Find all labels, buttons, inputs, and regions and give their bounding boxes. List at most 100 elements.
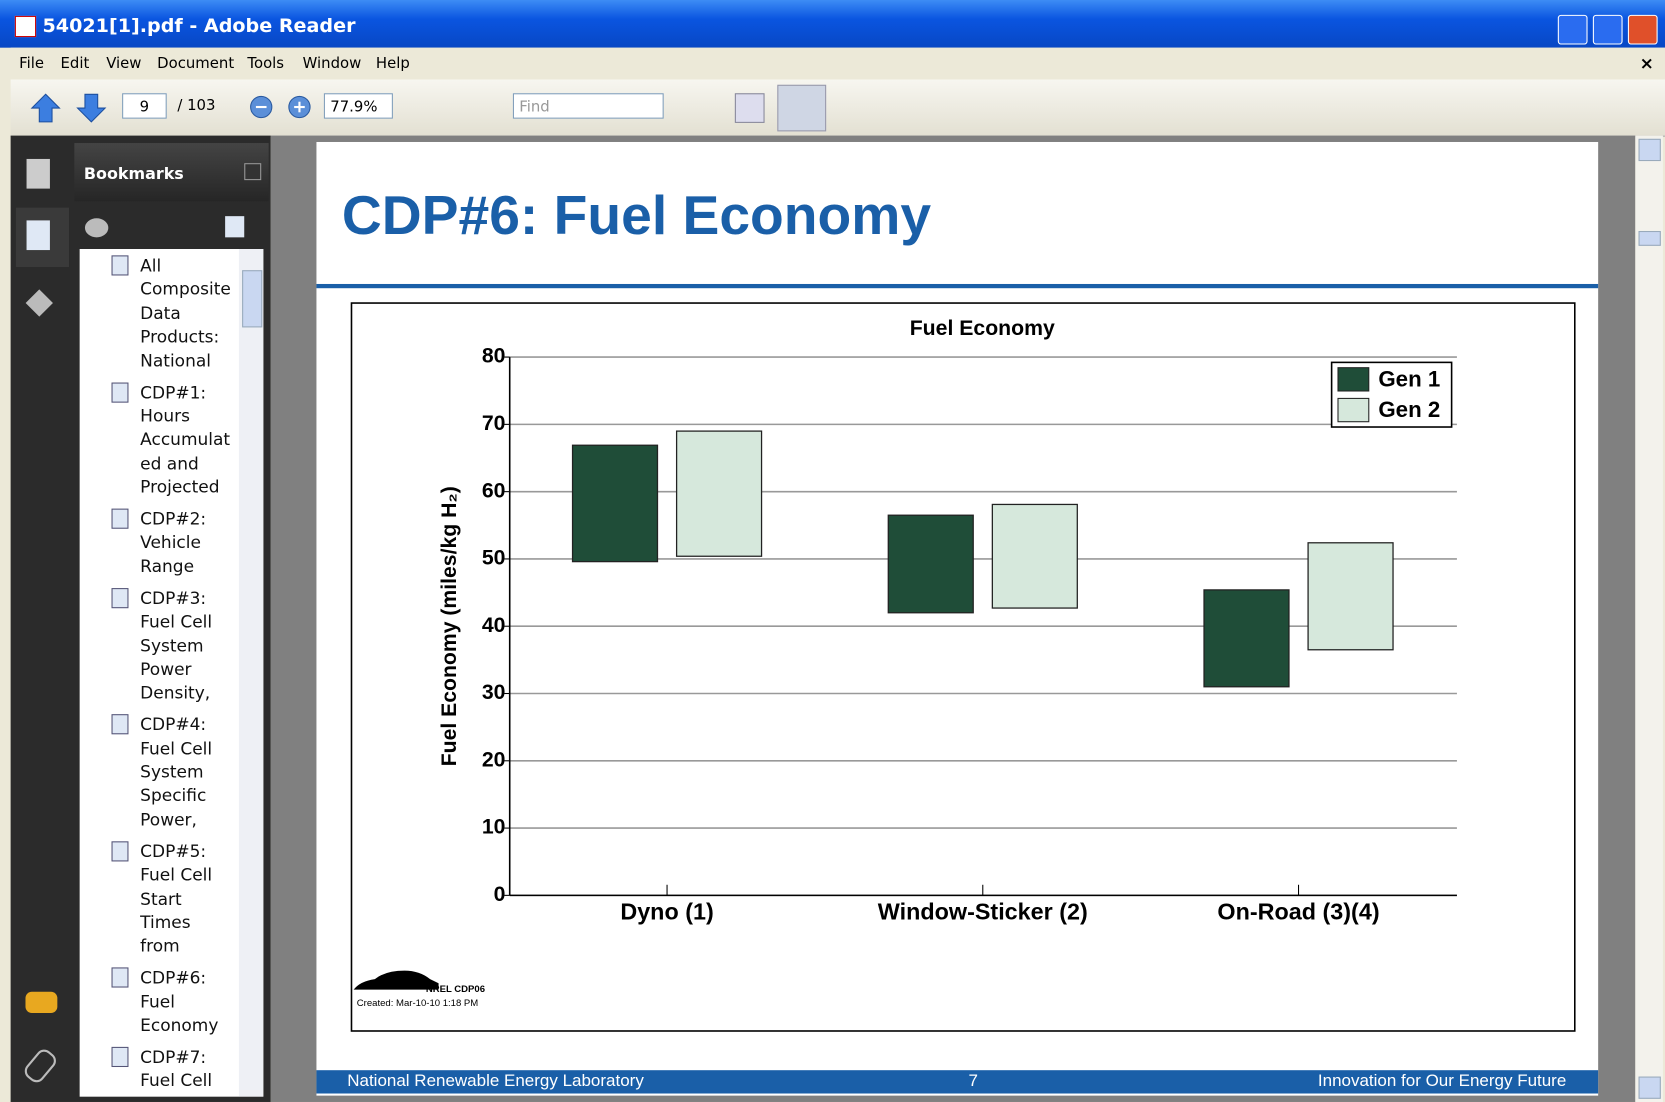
options-icon[interactable] [84, 218, 109, 238]
menu-item[interactable]: View [106, 55, 142, 73]
bookmark-icon[interactable] [111, 714, 129, 735]
scroll-thumb[interactable] [242, 270, 263, 328]
bookmark-text[interactable]: All [140, 255, 162, 276]
bookmark-text[interactable]: Products: [140, 326, 220, 347]
bookmark-text[interactable]: Fuel Cell [140, 738, 213, 759]
bookmark-text[interactable]: System [140, 761, 204, 782]
menu-item[interactable]: Tools [247, 55, 285, 73]
close-button[interactable] [1627, 14, 1658, 45]
bookmark-text[interactable]: Composite [140, 279, 231, 300]
layers-icon[interactable] [25, 289, 53, 317]
bookmark-text[interactable]: from [140, 935, 180, 957]
fit-width[interactable] [734, 93, 765, 123]
car-icon [353, 970, 439, 990]
slide-footer: National Renewable Energy Laboratory 7 I… [316, 1070, 1599, 1094]
scrollbar[interactable] [238, 249, 264, 1097]
menu-item[interactable]: Help [375, 55, 410, 73]
y-tick-label: 0 [494, 883, 506, 906]
bookmark-icon[interactable] [111, 255, 129, 276]
bookmark-text[interactable]: Power, [140, 809, 197, 830]
bookmark-text[interactable]: ed and [140, 453, 199, 474]
y-tick-label: 10 [482, 816, 506, 839]
bookmark-text[interactable]: Power [140, 658, 192, 680]
bar [991, 503, 1078, 609]
menu-item[interactable]: Document [157, 55, 235, 73]
bookmark-text[interactable]: Hours [140, 405, 190, 426]
attach-icon[interactable] [21, 1046, 60, 1086]
fit-page[interactable] [777, 84, 827, 132]
bookmark-text[interactable]: Start [140, 888, 182, 909]
new-bookmark[interactable] [225, 216, 245, 238]
bookmark-text[interactable]: CDP#5: [140, 840, 207, 862]
bookmark-text[interactable]: Density, [140, 682, 211, 703]
close-doc[interactable]: × [1639, 52, 1654, 74]
bookmark-text[interactable]: Times [140, 912, 191, 933]
scroll-thumb[interactable] [1638, 230, 1661, 246]
bookmark-text[interactable]: Fuel Cell [140, 864, 213, 885]
bar [675, 430, 763, 557]
menu-item[interactable]: Window [302, 55, 362, 73]
find-input[interactable]: Find [512, 93, 664, 119]
bookmark-text[interactable]: CDP#2: [140, 508, 207, 529]
page-input[interactable]: 9 [122, 93, 167, 119]
bookmark-text[interactable]: National [140, 350, 211, 371]
y-axis-label: Fuel Economy (miles/kg H₂) [438, 486, 461, 766]
bookmark-icon[interactable] [111, 381, 129, 403]
bookmark-text[interactable]: CDP#1: [140, 381, 207, 403]
bookmark-icon[interactable] [111, 967, 129, 988]
scroll-up[interactable] [1638, 138, 1661, 162]
collapse-button[interactable] [244, 163, 262, 181]
bookmark-text[interactable]: Vehicle [140, 532, 201, 553]
bookmark-text[interactable]: Projected [140, 476, 220, 498]
bookmark-text[interactable]: CDP#6: [140, 967, 207, 988]
bookmark-icon[interactable] [111, 508, 129, 529]
bookmark-icon[interactable] [111, 840, 129, 862]
legend-swatch [1337, 367, 1370, 392]
vertical-scrollbar[interactable] [1635, 135, 1663, 1102]
nav-arrows[interactable] [30, 92, 115, 124]
logo: NREL CDP06 Created: Mar-10-10 1:18 PM [353, 970, 485, 1009]
menu-item[interactable]: File [19, 55, 45, 73]
menu-item[interactable]: Edit [60, 55, 90, 73]
bookmark-text[interactable]: Fuel Cell [140, 611, 213, 632]
y-tick-label: 40 [482, 614, 506, 637]
bookmark-text[interactable]: Fuel Cell [140, 1070, 213, 1091]
bookmark-icon[interactable] [111, 587, 129, 608]
footer-page: 7 [968, 1072, 978, 1091]
bookmark-text[interactable]: Data [140, 302, 181, 323]
created-text: Created: Mar-10-10 1:18 PM [357, 998, 479, 1009]
page-count: / 103 [177, 97, 216, 115]
bookmarks-icon [26, 220, 50, 251]
x-tick-label: On-Road (3)(4) [1217, 899, 1379, 925]
x-tick-label: Dyno (1) [620, 899, 713, 925]
bookmarks-title: Bookmarks [83, 164, 184, 184]
minimize-button[interactable] [1557, 14, 1588, 45]
bar [571, 444, 659, 563]
bookmark-icon[interactable] [111, 1046, 129, 1067]
window-title: 54021[1].pdf - Adobe Reader [42, 14, 356, 38]
zoom-buttons[interactable] [250, 95, 314, 120]
y-tick-label: 80 [482, 345, 506, 368]
legend-label: Gen 2 [1378, 397, 1440, 422]
bookmark-text[interactable]: Range [140, 556, 195, 577]
bookmark-text[interactable]: Fuel [140, 991, 175, 1012]
zoom-input[interactable]: 77.9% [323, 93, 393, 119]
pages-icon[interactable] [26, 158, 50, 189]
toolbar: 9 / 103 77.9% Find [10, 79, 1665, 137]
bookmark-text[interactable]: CDP#7: [140, 1046, 207, 1067]
bar [1203, 589, 1290, 688]
bookmark-text[interactable]: CDP#3: [140, 587, 207, 608]
title-bar: 54021[1].pdf - Adobe Reader [0, 0, 1665, 48]
comments-icon[interactable] [25, 991, 58, 1013]
bookmark-text[interactable]: System [140, 635, 204, 656]
bookmark-text[interactable]: CDP#4: [140, 714, 207, 735]
x-tick-label: Window-Sticker (2) [878, 899, 1088, 925]
menu-bar: × File Edit View Document Tools Window Help [10, 47, 1665, 80]
scroll-down[interactable] [1638, 1076, 1661, 1099]
bookmark-text[interactable]: Economy [140, 1015, 219, 1036]
footer-right: Innovation for Our Energy Future [1317, 1072, 1567, 1091]
maximize-button[interactable] [1592, 14, 1623, 45]
bookmark-text[interactable]: Accumulat [140, 429, 231, 450]
bookmark-text[interactable]: Specific [140, 785, 207, 806]
